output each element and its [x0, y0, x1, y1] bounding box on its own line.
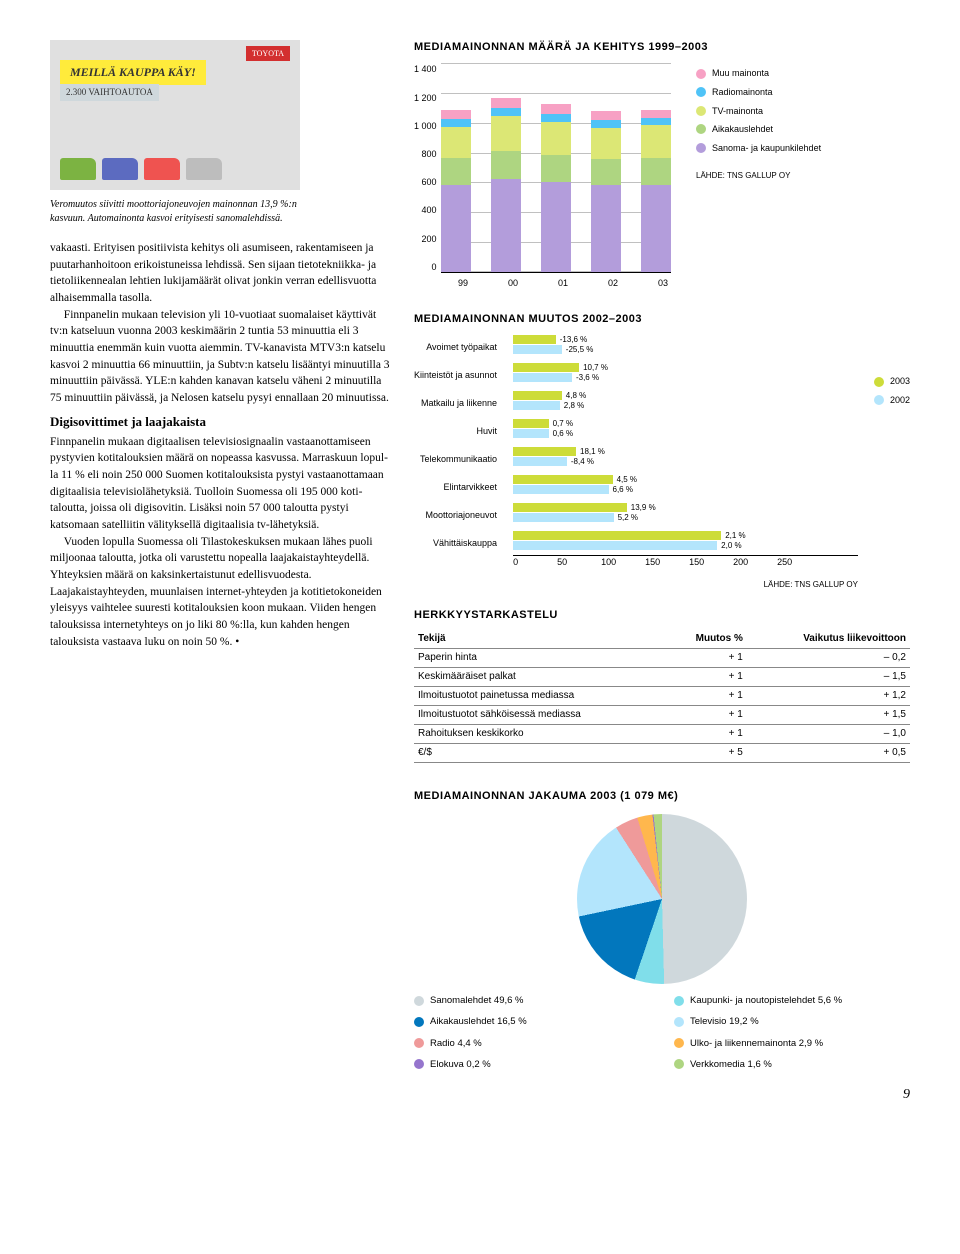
sensitivity-table: HERKKYYSTARKASTELU TekijäMuutos %Vaikutu…	[414, 608, 910, 762]
pie-section: MEDIAMAINONNAN JAKAUMA 2003 (1 079 M€) S…	[414, 789, 910, 1072]
table-row: Paperin hinta+ 1– 0,2	[414, 648, 910, 667]
legend-item: 2002	[874, 394, 910, 407]
hbar-row: 13,9 %5,2 %	[513, 503, 858, 523]
legend-item: Kaupunki- ja noutopistelehdet 5,6 %	[674, 994, 910, 1007]
legend-item: Radiomainonta	[696, 86, 821, 99]
legend-item: Sanomalehdet 49,6 %	[414, 994, 650, 1007]
table-title: HERKKYYSTARKASTELU	[414, 608, 910, 623]
hbar-source: LÄHDE: TNS GALLUP OY	[513, 579, 858, 590]
table-row: Ilmoitustuotot sähköisessä mediassa+ 1+ …	[414, 705, 910, 724]
body-p1: vakaasti. Erityisen positiivista kehitys…	[50, 240, 390, 307]
body-h3: Digisovittimet ja laajakaista	[50, 413, 390, 432]
hbar-legend: 2003 2002	[874, 335, 910, 590]
hbar-row: 2,1 %2,0 %	[513, 531, 858, 551]
bar-stack	[641, 110, 671, 273]
legend-item: Radio 4,4 %	[414, 1037, 650, 1050]
hbar-row: 4,5 %6,6 %	[513, 475, 858, 495]
bar-stack	[541, 104, 571, 272]
photo-subbanner: 2.300 VAIHTOAUTOA	[60, 84, 159, 101]
legend-item: TV-mainonta	[696, 105, 821, 118]
hbar-row: 4,8 %2,8 %	[513, 391, 858, 411]
table-row: Rahoituksen keskikorko+ 1– 1,0	[414, 724, 910, 743]
bar-stack	[491, 98, 521, 272]
legend-item: Aikakauslehdet	[696, 123, 821, 136]
legend-item: Muu mainonta	[696, 67, 821, 80]
legend-item: Elokuva 0,2 %	[414, 1058, 650, 1071]
table-row: €/$+ 5+ 0,5	[414, 743, 910, 762]
legend-item: Verkkomedia 1,6 %	[674, 1058, 910, 1071]
hbar-row: 10,7 %-3,6 %	[513, 363, 858, 383]
stacked-title: MEDIAMAINONNAN MÄÄRÄ JA KEHITYS 1999–200…	[414, 40, 910, 55]
photo-banner: MEILLÄ KAUPPA KÄY!	[60, 60, 206, 85]
body-p3: Finnpanelin mukaan digitaalisen televisi…	[50, 434, 390, 534]
hbar-chart: -13,6 %-25,5 % 10,7 %-3,6 % 4,8 %2,8 % 0,7 …	[513, 335, 858, 590]
bar-stack	[591, 111, 621, 272]
pie-legend: Sanomalehdet 49,6 % Kaupunki- ja noutopis…	[414, 994, 910, 1071]
hbar-categories: Avoimet työpaikatKiinteistöt ja asunnotM…	[414, 335, 497, 590]
photo-caption: Veromuutos siivitti moottoriajoneuvojen …	[50, 198, 300, 226]
hbar-row: 0,7 %0,6 %	[513, 419, 858, 439]
pie-chart	[577, 814, 747, 984]
legend-item: Ulko- ja liikennemainonta 2,9 %	[674, 1037, 910, 1050]
stacked-bar-chart: 02004006008001 0001 2001 400 9900010203	[414, 63, 678, 290]
hbar-title: MEDIAMAINONNAN MUUTOS 2002–2003	[414, 312, 910, 327]
hbar-row: -13,6 %-25,5 %	[513, 335, 858, 355]
legend-item: Aikakauslehdet 16,5 %	[414, 1015, 650, 1028]
legend-item: Sanoma- ja kaupunkilehdet	[696, 142, 821, 155]
photo-logo: TOYOTA	[246, 46, 290, 61]
legend-item: 2003	[874, 375, 910, 388]
article-photo: TOYOTA MEILLÄ KAUPPA KÄY! 2.300 VAIHTOAU…	[50, 40, 300, 190]
body-p2: Finnpanelin mukaan television yli 10-vuo…	[50, 307, 390, 407]
table-row: Ilmoitustuotot painetussa mediassa+ 1+ 1…	[414, 686, 910, 705]
table-row: Keskimääräiset palkat+ 1– 1,5	[414, 667, 910, 686]
pie-title: MEDIAMAINONNAN JAKAUMA 2003 (1 079 M€)	[414, 789, 910, 804]
article-body: vakaasti. Erityisen positiivista kehitys…	[50, 240, 390, 650]
page-number: 9	[50, 1085, 910, 1105]
legend-item: Televisio 19,2 %	[674, 1015, 910, 1028]
body-p4: Vuoden lopulla Suomessa oli Tilastokesku…	[50, 534, 390, 651]
bar-stack	[441, 110, 471, 272]
stacked-legend: Muu mainonta Radiomainonta TV-mainonta Aika…	[696, 63, 821, 290]
hbar-row: 18,1 %-8,4 %	[513, 447, 858, 467]
